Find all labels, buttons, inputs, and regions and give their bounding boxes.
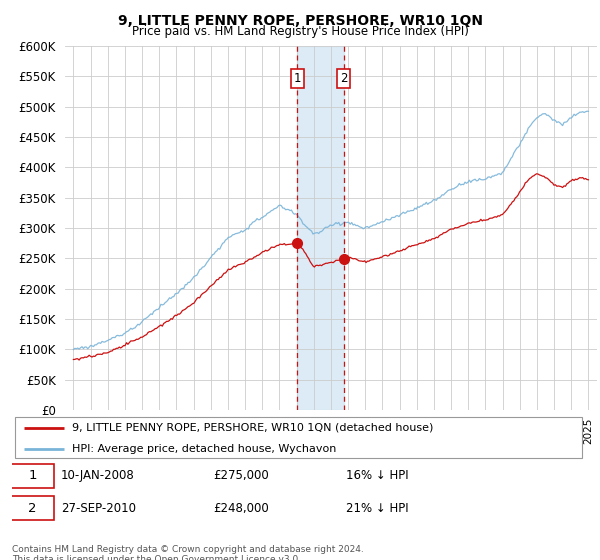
Text: 16% ↓ HPI: 16% ↓ HPI: [346, 469, 409, 482]
Text: 27-SEP-2010: 27-SEP-2010: [61, 502, 136, 515]
FancyBboxPatch shape: [11, 464, 54, 488]
Text: 2: 2: [340, 72, 347, 85]
Text: 9, LITTLE PENNY ROPE, PERSHORE, WR10 1QN (detached house): 9, LITTLE PENNY ROPE, PERSHORE, WR10 1QN…: [73, 423, 434, 432]
Text: £275,000: £275,000: [214, 469, 269, 482]
Text: Contains HM Land Registry data © Crown copyright and database right 2024.
This d: Contains HM Land Registry data © Crown c…: [12, 545, 364, 560]
Text: 21% ↓ HPI: 21% ↓ HPI: [346, 502, 409, 515]
Text: £248,000: £248,000: [214, 502, 269, 515]
Text: 1: 1: [293, 72, 301, 85]
Bar: [297, 46, 344, 410]
FancyBboxPatch shape: [15, 417, 582, 458]
Text: 9, LITTLE PENNY ROPE, PERSHORE, WR10 1QN: 9, LITTLE PENNY ROPE, PERSHORE, WR10 1QN: [118, 14, 482, 28]
FancyBboxPatch shape: [11, 496, 54, 520]
Text: HPI: Average price, detached house, Wychavon: HPI: Average price, detached house, Wych…: [73, 444, 337, 454]
Text: 2: 2: [28, 502, 37, 515]
Text: Price paid vs. HM Land Registry's House Price Index (HPI): Price paid vs. HM Land Registry's House …: [131, 25, 469, 38]
Text: 10-JAN-2008: 10-JAN-2008: [61, 469, 135, 482]
Text: 1: 1: [28, 469, 37, 482]
